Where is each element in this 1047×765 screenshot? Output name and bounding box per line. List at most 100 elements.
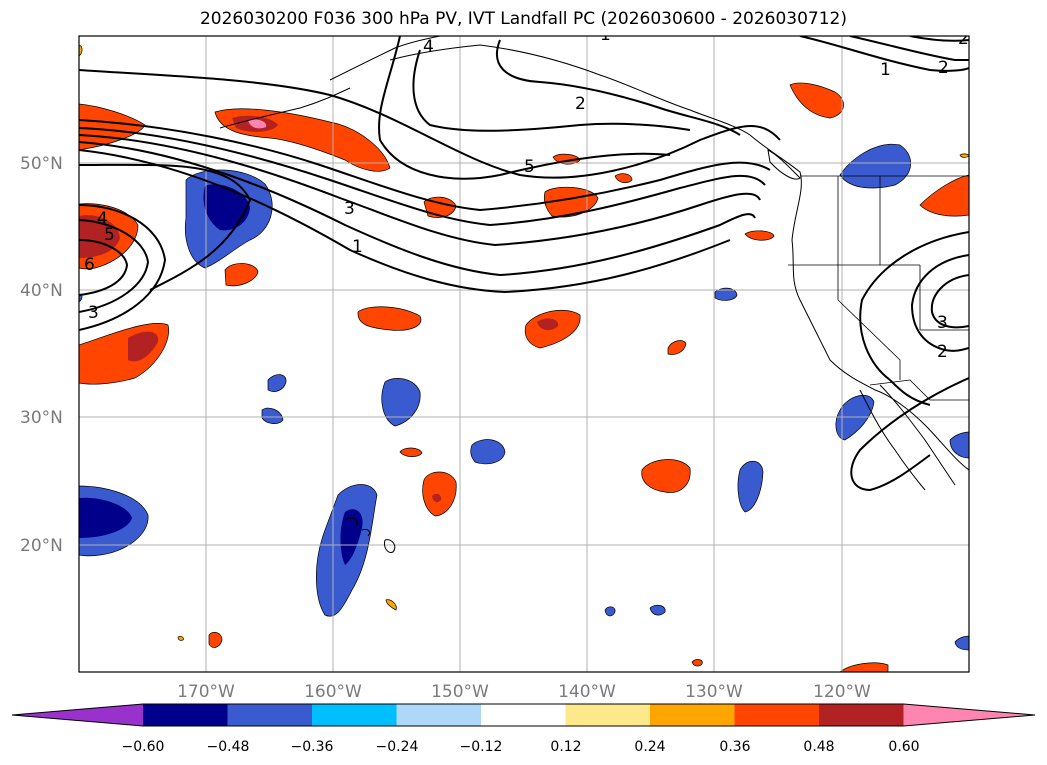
colorbar-label: −0.48 (207, 739, 250, 755)
colorbar-label: 0.60 (888, 739, 919, 755)
map-area (79, 36, 969, 672)
neg-anomaly-170w-47n-core (203, 184, 250, 231)
longitude-labels: 170°W 160°W 150°W 140°W 130°W 120°W (177, 682, 871, 702)
contour-labels: 1 2 2 5 3 1 4 5 6 3 3 2 4 1 2 (84, 25, 969, 362)
contour-jet-core-c (79, 141, 756, 277)
hawaii-islands (344, 517, 396, 553)
contour-label: 6 (84, 255, 95, 275)
neg-anomaly-128w-25n (737, 460, 764, 513)
contour-label: 1 (880, 60, 891, 80)
neg-anomaly-127w-39n (714, 287, 738, 301)
pc-contours (79, 36, 969, 492)
contour-label: 4 (97, 209, 108, 229)
pos-anomaly-141w-37n-core (537, 318, 559, 331)
pos-anomaly-135w-34n (667, 340, 687, 355)
pos-anomaly-155w-16n (385, 599, 397, 611)
pos-anomaly-134w-25n (641, 459, 691, 493)
contour-left-low-1 (79, 204, 167, 331)
colorbar-segment (819, 704, 904, 726)
colorbar-segment (650, 704, 735, 726)
pos-anomaly-157w-37n (357, 306, 422, 331)
contour-label: 2 (938, 58, 949, 78)
contour-upper-right-2 (849, 36, 969, 61)
colorbar-label: 0.48 (803, 739, 834, 755)
contour-right-low-inner (930, 274, 969, 329)
pos-anomaly-154w-28n (399, 447, 423, 457)
colorbar-segment (312, 704, 397, 726)
alaska-peninsula (329, 36, 441, 81)
aleutian-islands (219, 87, 351, 129)
pos-anomaly-125w-57n (789, 82, 844, 119)
pos-anomaly-114w-47n (919, 174, 969, 217)
pos-anomaly-113w-54n (959, 153, 969, 158)
colorbar-label: 0.12 (550, 739, 581, 755)
contour-label: 2 (575, 94, 586, 114)
contour-label: 5 (524, 157, 535, 177)
chart-title: 2026030200 F036 300 hPa PV, IVT Landfall… (199, 9, 847, 29)
contour-lower-1 (79, 163, 252, 291)
neg-anomaly-163w-34n (267, 374, 287, 392)
gulf-of-california (879, 384, 956, 486)
lon-label: 160°W (304, 682, 362, 702)
pos-anomaly-167w-41n (224, 263, 259, 287)
colorbar-segment (396, 704, 482, 726)
lon-label: 120°W (813, 682, 871, 702)
pos-anomaly-122w-11n (839, 662, 889, 672)
colorbar-label: −0.12 (460, 739, 503, 755)
pos-anomaly-151w-25n (422, 471, 457, 517)
pos-anomaly-127w-44n (744, 230, 775, 241)
lon-label: 150°W (431, 682, 489, 702)
pos-anomaly-175w-36n-core (128, 331, 159, 362)
pos-anomaly-137w-11n (691, 659, 703, 667)
colorbar-segment (565, 704, 651, 726)
colorbar-label: 0.24 (634, 739, 665, 755)
contour-upper-north-core (495, 39, 741, 136)
neg-anomaly-113w-12n (954, 635, 969, 651)
graticule (79, 36, 969, 672)
contour-jet-core-b (79, 134, 761, 247)
coastlines (219, 36, 969, 553)
contour-label: 2 (958, 29, 969, 49)
lat-label: 20°N (20, 536, 63, 556)
contour-label: 3 (344, 199, 355, 219)
pos-anomaly-169w-14n (208, 631, 223, 648)
lon-label: 140°W (558, 682, 616, 702)
lon-label: 130°W (685, 682, 743, 702)
colorbar-outline (11, 703, 1036, 727)
colorbar-segment (734, 704, 820, 726)
colorbar-labels: −0.60 −0.48 −0.36 −0.24 −0.12 0.12 0.24 … (122, 739, 920, 755)
lat-label: 50°N (20, 154, 63, 174)
neg-anomaly-138w-15n (604, 606, 616, 617)
contour-label: 3 (937, 313, 948, 333)
neg-anomaly-164w-31n (261, 407, 284, 424)
contour-label: 1 (600, 25, 611, 45)
map-border (78, 35, 970, 673)
contour-label: 3 (88, 303, 99, 323)
neg-anomaly-155w-32n (381, 378, 421, 427)
pos-anomaly-151w-25n-core (432, 493, 442, 503)
colorbar-label: −0.60 (122, 739, 165, 755)
neg-anomaly-146w-28n (470, 439, 506, 465)
contour-upper-north (378, 36, 671, 180)
contour-upper-jet-2 (79, 119, 771, 212)
colorbar-extend-low (12, 704, 143, 726)
contour-right-low-outer (859, 231, 969, 406)
political-borders (788, 175, 969, 401)
colorbar-segment (143, 704, 228, 726)
neg-anomaly-180w-22n-core (79, 497, 132, 538)
lat-label: 30°N (20, 408, 63, 428)
lon-label: 170°W (177, 682, 235, 702)
vancouver-island (767, 149, 801, 180)
neg-anomaly-122w-31n (835, 394, 875, 441)
colorbar-label: −0.36 (291, 739, 334, 755)
contour-left-low-3 (79, 239, 129, 296)
contour-jet-core-d (79, 149, 731, 294)
pos-anomaly-140w-47n (543, 186, 599, 218)
contour-southeast (850, 377, 969, 492)
neg-anomaly-134w-15n (649, 604, 666, 616)
pv-anomaly-fills (79, 45, 969, 672)
colorbar-label: −0.24 (376, 739, 419, 755)
contour-left-low-2 (79, 219, 150, 313)
pos-anomaly-180w-53n (79, 103, 146, 151)
